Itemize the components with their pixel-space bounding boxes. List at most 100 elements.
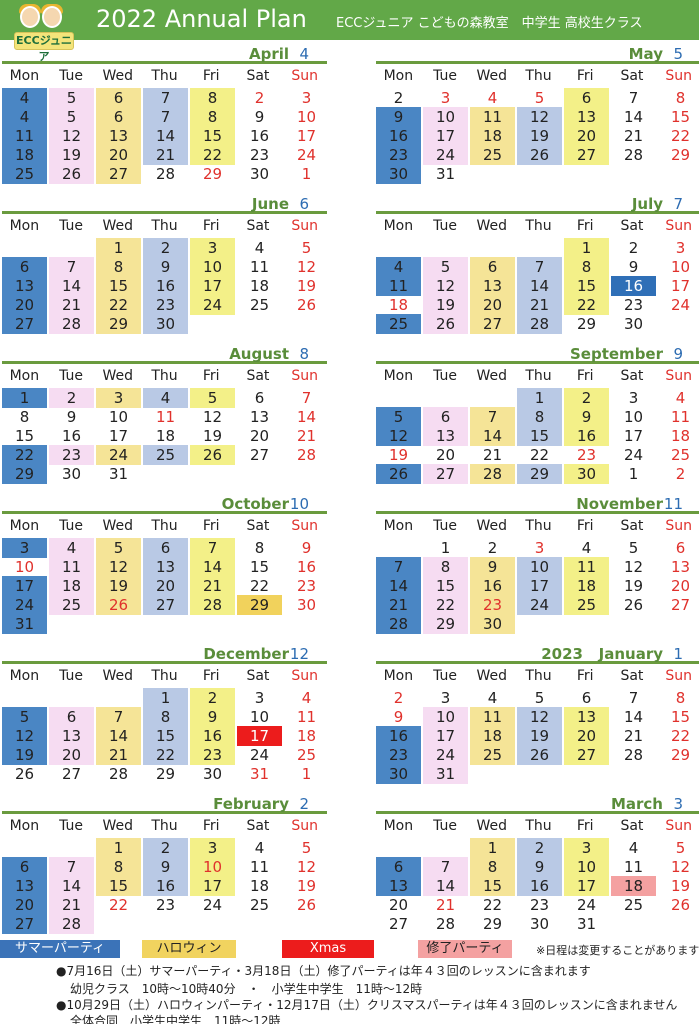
day-cell: 14: [517, 276, 562, 296]
day-cell: 17: [2, 576, 47, 596]
day-cell: 22: [143, 745, 188, 765]
day-cell: 19: [623, 577, 644, 595]
day-cell: 28: [155, 165, 176, 183]
day-cell: 11: [155, 408, 176, 426]
day-cell: 8: [96, 857, 141, 877]
weekday-label: Mon: [383, 518, 414, 534]
weekday-label: Fri: [202, 818, 220, 834]
day-cell: 29: [576, 315, 597, 333]
month-header: September 9: [376, 344, 699, 364]
day-cell: 4: [254, 239, 265, 257]
day-cell: 16: [190, 726, 235, 746]
weekday-label: Thu: [151, 368, 178, 384]
day-cell: 11: [470, 707, 515, 727]
day-cell: 4: [487, 689, 498, 707]
day-cell: 8: [675, 689, 686, 707]
day-cell: 21: [623, 127, 644, 145]
month-number: 12: [289, 645, 309, 663]
weekday-label: Mon: [383, 368, 414, 384]
legend-summer-party: サマーパーティ: [0, 940, 120, 958]
weekday-row: Mon Tue Wed Thu Fri Sat Sun: [2, 666, 327, 686]
day-cell: 23: [529, 896, 550, 914]
weekday-label: Sun: [291, 518, 318, 534]
day-cell: 5: [534, 89, 545, 107]
day-cell: 15: [670, 708, 691, 726]
day-cell: 1: [301, 765, 312, 783]
day-cell: 7: [143, 88, 188, 108]
day-cell: 8: [143, 707, 188, 727]
weekday-label: Wed: [102, 818, 134, 834]
weekday-label: Mon: [9, 218, 40, 234]
day-cell: 6: [675, 539, 686, 557]
day-cell: 8: [564, 257, 609, 277]
note-4: 全体合同 小学生中学生 11時～12時: [70, 1014, 281, 1024]
day-cell: 5: [2, 707, 47, 727]
day-cell: 5: [628, 539, 639, 557]
day-cell: 9: [254, 108, 265, 126]
day-cell: 15: [190, 126, 235, 146]
day-cell: 24: [423, 745, 468, 765]
weekday-row: Mon Tue Wed Thu Fri Sat Sun: [2, 516, 327, 536]
month-header: December 12: [2, 644, 327, 664]
day-cell: 1: [96, 238, 141, 258]
weekday-label: Sun: [665, 668, 692, 684]
weekday-label: Mon: [9, 68, 40, 84]
weekday-label: Wed: [102, 518, 134, 534]
weekday-label: Sat: [620, 368, 644, 384]
day-cell: 1: [628, 465, 639, 483]
day-cell: 12: [376, 426, 421, 446]
month-december: December 12 Mon Tue Wed Thu Fri Sat Sun 1 2 3 4 5 6 7 8 9…: [2, 644, 327, 784]
weekday-label: Mon: [9, 818, 40, 834]
day-cell: 5: [49, 88, 94, 108]
day-cell: 3: [534, 539, 545, 557]
weekday-label: Mon: [383, 668, 414, 684]
day-cell: 13: [143, 557, 188, 577]
day-cell: 17: [423, 126, 468, 146]
day-cell: 8: [517, 407, 562, 427]
day-cell: 22: [96, 295, 141, 315]
month-header: October 10: [2, 494, 327, 514]
day-cell: 29: [96, 314, 141, 334]
day-cell: 17: [517, 576, 562, 596]
month-header: March 3: [376, 794, 699, 814]
weekday-label: Fri: [576, 368, 594, 384]
day-cell: 15: [423, 576, 468, 596]
weekday-row: Mon Tue Wed Thu Fri Sat Sun: [2, 366, 327, 386]
month-number: 10: [289, 495, 309, 513]
day-cell: 22: [108, 896, 129, 914]
day-cell: 10: [190, 257, 235, 277]
logo-text: ECCジュニア: [14, 32, 74, 63]
day-cell: 29: [237, 595, 282, 615]
day-cell: 22: [482, 896, 503, 914]
day-cell: 16: [143, 276, 188, 296]
day-cell: 13: [96, 126, 141, 146]
day-cell: 12: [96, 557, 141, 577]
day-cell: 24: [670, 296, 691, 314]
day-cell: 10: [296, 108, 317, 126]
day-cell: 13: [249, 408, 270, 426]
day-cell: 10: [623, 408, 644, 426]
day-cell: 31: [435, 165, 456, 183]
day-cell: 28: [435, 915, 456, 933]
day-cell: 29: [670, 146, 691, 164]
day-cell: 6: [254, 389, 265, 407]
day-cell: 28: [376, 614, 421, 634]
day-cell: 7: [49, 857, 94, 877]
day-cell: 23: [190, 745, 235, 765]
month-header: July 7: [376, 194, 699, 214]
day-cell: 2: [628, 239, 639, 257]
day-cell: 30: [564, 464, 609, 484]
day-cell: 3: [440, 89, 451, 107]
day-cell: 18: [49, 576, 94, 596]
day-cell: 24: [517, 595, 562, 615]
day-cell: 14: [376, 576, 421, 596]
day-cell: 7: [96, 707, 141, 727]
day-cell: 3: [2, 538, 47, 558]
day-cell: 2: [393, 89, 404, 107]
day-cell: 12: [202, 408, 223, 426]
day-cell: 4: [487, 89, 498, 107]
day-cell: 15: [249, 558, 270, 576]
day-cell: 25: [143, 445, 188, 465]
weekday-label: Wed: [476, 818, 508, 834]
day-cell: 2: [393, 689, 404, 707]
